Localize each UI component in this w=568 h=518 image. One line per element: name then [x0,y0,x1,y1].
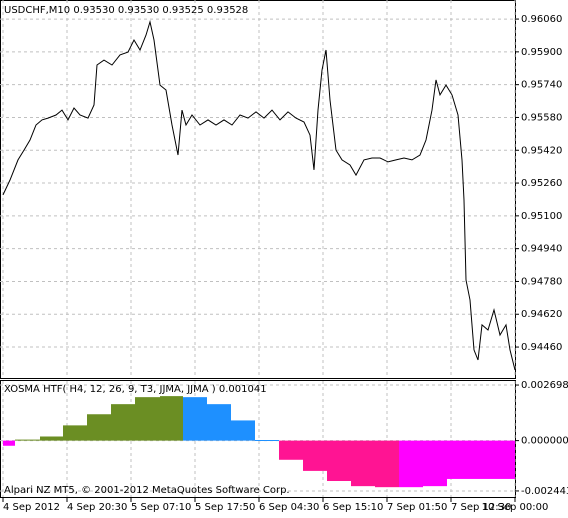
histogram-bar [495,440,515,479]
y-tick-label: 0.95100 [521,211,562,222]
y-tick-label: 0.95260 [521,178,562,189]
y-tick-label: 0.95740 [521,80,562,91]
x-tick-label: 7 Sep 12:30 [451,502,511,513]
y-tick-label: -0.002443 [521,486,568,497]
y-tick-label: 0.002698 [521,380,568,391]
histogram-bar [160,396,183,441]
histogram-bar [375,440,399,488]
y-tick-label: 0.94620 [521,309,562,320]
x-tick-label: 5 Sep 17:50 [195,502,255,513]
histogram-bar [351,440,375,487]
histogram-bar [207,404,231,441]
histogram-bar [183,397,207,441]
histogram-bar [87,414,111,441]
histogram-bar [231,420,255,441]
main-panel [0,0,516,379]
price-line [2,19,516,371]
histogram-bar [327,440,351,481]
x-tick-label: 5 Sep 07:10 [131,502,191,513]
histogram-bar [423,440,447,487]
y-tick-label: 0.94780 [521,276,562,287]
histogram-bar [399,440,423,488]
copyright: Alpari NZ MT5, © 2001-2012 MetaQuotes So… [4,485,290,496]
y-tick-label: 0.95420 [521,145,562,156]
y-tick-label: 0.96060 [521,14,562,25]
histogram-bar [15,439,40,441]
y-tick-label: 0.95900 [521,47,562,58]
x-tick-label: 7 Sep 01:50 [387,502,447,513]
x-tick-label: 10 Sep 00:00 [482,502,549,513]
histogram-bar [40,436,63,441]
x-tick-label: 4 Sep 20:30 [67,502,127,513]
histogram-bar [279,440,303,460]
histogram-bar [471,440,495,479]
y-tick-label: 0.94940 [521,244,562,255]
x-tick-label: 6 Sep 15:10 [323,502,383,513]
marks [2,19,516,488]
histogram-bar [3,440,15,446]
histogram-bar [447,440,471,479]
histogram-bar [135,397,160,441]
y-tick-label: 0.95580 [521,112,562,123]
x-tick-label: 4 Sep 2012 [3,502,60,513]
y-tick-label: 0.94460 [521,342,562,353]
indicator-title: XOSMA HTF( H4, 12, 26, 9, T3, JJMA, JJMA… [4,384,267,395]
histogram-bar [111,404,135,441]
histogram-bar [303,440,327,471]
y-tick-label: 0.000000 [521,436,568,447]
histogram-bar [255,439,279,441]
histogram-bar [63,425,87,441]
x-tick-label: 6 Sep 04:30 [259,502,319,513]
chart-title: USDCHF,M10 0.93530 0.93530 0.93525 0.935… [4,5,248,16]
